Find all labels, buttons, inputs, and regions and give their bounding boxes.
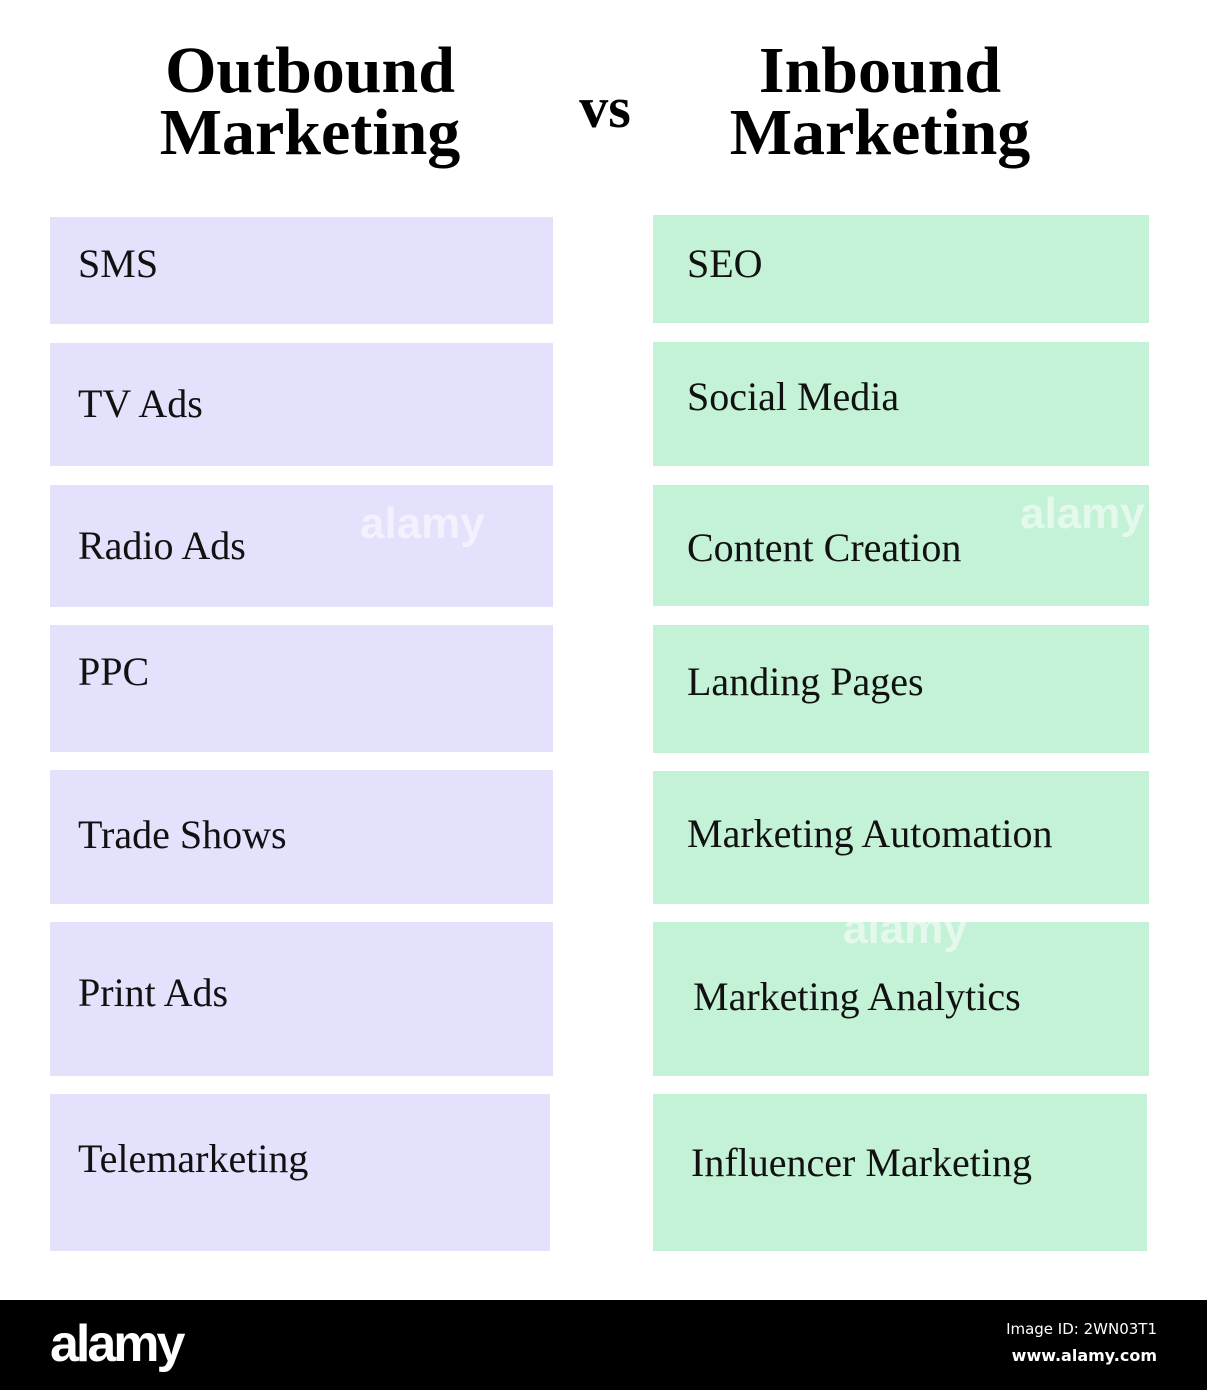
inbound-item: Marketing Analytics [653, 922, 1149, 1076]
watermark: alamy [1020, 489, 1145, 538]
alamy-logo: alamy [50, 1315, 185, 1373]
inbound-item: Marketing Automation [653, 771, 1149, 904]
outbound-item: Print Ads [50, 922, 553, 1076]
vs-label: vs [579, 75, 631, 140]
outbound-item: TV Ads [50, 343, 553, 466]
site-url: www.alamy.com [1011, 1346, 1157, 1365]
outbound-item: Radio Ads [50, 485, 553, 607]
inbound-item: Influencer Marketing [653, 1094, 1147, 1251]
outbound-item: SMS [50, 217, 553, 324]
image-id: Image ID: 2WN03T1 [1006, 1320, 1157, 1338]
outbound-item: Telemarketing [50, 1094, 550, 1251]
outbound-item: Trade Shows [50, 770, 553, 904]
footer-bar: alamy Image ID: 2WN03T1 www.alamy.com [0, 1300, 1207, 1390]
inbound-item: Social Media [653, 342, 1149, 466]
inbound-item: Content Creation [653, 485, 1149, 606]
inbound-item: SEO [653, 215, 1149, 323]
inbound-title: Inbound Marketing [729, 34, 1031, 169]
outbound-item: PPC [50, 625, 553, 752]
inbound-item: Landing Pages [653, 625, 1149, 753]
watermark: alamy [360, 499, 485, 548]
outbound-title: Outbound Marketing [159, 34, 461, 169]
watermark: alamy [843, 904, 968, 953]
